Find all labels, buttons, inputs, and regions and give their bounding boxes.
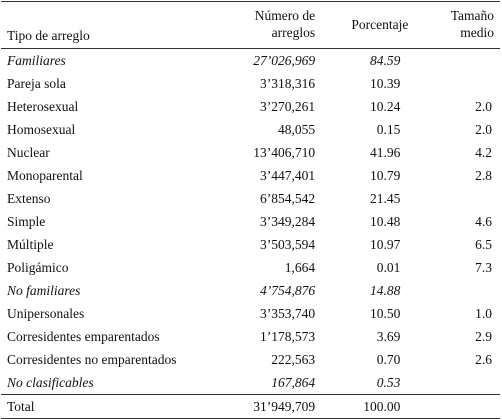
cell-tamano <box>414 279 500 302</box>
table-row: Unipersonales 3’353,740 10.50 1.0 <box>1 302 500 325</box>
header-tamano: Tamaño medio <box>414 1 500 49</box>
cell-tipo: Múltiple <box>7 237 54 252</box>
cell-tipo: Poligámico <box>7 260 69 275</box>
cell-porcentaje: 10.48 <box>370 214 401 229</box>
cell-tipo: No clasificables <box>7 375 94 390</box>
cell-tamano: 4.2 <box>475 145 492 160</box>
cell-tamano <box>414 371 500 395</box>
cell-tamano: 2.6 <box>475 352 492 367</box>
table-row: Heterosexual 3’270,261 10.24 2.0 <box>1 95 500 118</box>
cell-porcentaje: 10.24 <box>370 99 401 114</box>
header-tipo: Tipo de arreglo <box>1 1 221 49</box>
cell-porcentaje: 14.88 <box>370 283 401 298</box>
cell-tamano: 7.3 <box>475 260 492 275</box>
cell-tamano <box>414 72 500 95</box>
cell-porcentaje: 100.00 <box>321 394 415 419</box>
cell-tipo: Unipersonales <box>7 306 85 321</box>
cell-numero: 27’026,969 <box>253 53 316 68</box>
cell-numero: 3’349,284 <box>259 214 316 229</box>
header-row: Tipo de arreglo Número de arreglos Porce… <box>1 1 500 49</box>
cell-porcentaje: 21.45 <box>370 191 401 206</box>
cell-porcentaje: 10.79 <box>370 168 401 183</box>
cell-numero: 3’447,401 <box>259 168 316 183</box>
cell-numero: 13’406,710 <box>253 145 316 160</box>
cell-numero: 1,664 <box>284 260 316 275</box>
cell-tipo: Total <box>1 394 221 419</box>
table-row: Homosexual 48,055 0.15 2.0 <box>1 118 500 141</box>
table-row: Extenso 6’854,542 21.45 <box>1 187 500 210</box>
cell-tamano: 6.5 <box>475 237 492 252</box>
table-row: Corresidentes emparentados 1’178,573 3.69 2… <box>1 325 500 348</box>
table-row: Corresidentes no emparentados 222,563 0.70… <box>1 348 500 371</box>
header-porcentaje-label: Porcentaje <box>351 17 409 32</box>
table-row: Simple 3’349,284 10.48 4.6 <box>1 210 500 233</box>
cell-porcentaje: 0.70 <box>376 352 401 367</box>
cell-numero: 3’353,740 <box>259 306 316 321</box>
table-row: Familiares 27’026,969 84.59 <box>1 49 500 73</box>
cell-tipo: Pareja sola <box>7 76 66 91</box>
cell-numero: 3’270,261 <box>259 99 316 114</box>
cell-porcentaje: 3.69 <box>376 329 401 344</box>
cell-tipo: Simple <box>7 214 46 229</box>
header-porcentaje: Porcentaje <box>321 1 415 49</box>
cell-porcentaje: 0.01 <box>376 260 401 275</box>
table-row: No clasificables 167,864 0.53 <box>1 371 500 395</box>
cell-tipo: Heterosexual <box>7 99 79 114</box>
total-row: Total 31’949,709 100.00 <box>1 394 500 419</box>
table-row: Pareja sola 3’318,316 10.39 <box>1 72 500 95</box>
cell-numero: 3’503,594 <box>259 237 316 252</box>
cell-tipo: Extenso <box>7 191 51 206</box>
table-row: Nuclear 13’406,710 41.96 4.2 <box>1 141 500 164</box>
cell-numero: 48,055 <box>277 122 316 137</box>
cell-tipo: No familiares <box>7 283 81 298</box>
cell-porcentaje: 0.53 <box>376 375 401 390</box>
cell-tamano: 2.0 <box>475 99 492 114</box>
cell-tipo: Nuclear <box>7 145 50 160</box>
cell-numero: 1’178,573 <box>259 329 316 344</box>
cell-numero: 6’854,542 <box>259 191 316 206</box>
cell-numero: 222,563 <box>271 352 316 367</box>
table-row: Múltiple 3’503,594 10.97 6.5 <box>1 233 500 256</box>
table-row: Monoparental 3’447,401 10.79 2.8 <box>1 164 500 187</box>
cell-porcentaje: 10.50 <box>370 306 401 321</box>
cell-numero: 3’318,316 <box>259 76 316 91</box>
cell-numero: 31’949,709 <box>220 394 322 419</box>
header-numero-line1: Número de <box>254 8 316 23</box>
cell-tamano: 2.9 <box>475 329 492 344</box>
cell-tamano <box>414 49 500 73</box>
cell-tamano: 2.0 <box>475 122 492 137</box>
cell-porcentaje: 41.96 <box>370 145 401 160</box>
header-numero-line2: arreglos <box>271 25 316 40</box>
table-row: Poligámico 1,664 0.01 7.3 <box>1 256 500 279</box>
header-numero: Número de arreglos <box>220 1 322 49</box>
cell-tipo: Monoparental <box>7 168 83 183</box>
cell-porcentaje: 0.15 <box>376 122 401 137</box>
cell-porcentaje: 10.39 <box>370 76 401 91</box>
cell-tipo: Corresidentes emparentados <box>7 329 160 344</box>
header-tamano-line2: medio <box>460 25 494 40</box>
cell-porcentaje: 10.97 <box>370 237 401 252</box>
cell-tipo: Homosexual <box>7 122 76 137</box>
cell-tamano <box>414 394 500 419</box>
header-tipo-label: Tipo de arreglo <box>7 28 90 43</box>
cell-tamano: 4.6 <box>475 214 492 229</box>
cell-porcentaje: 84.59 <box>370 53 401 68</box>
cell-tamano <box>414 187 500 210</box>
header-tamano-line1: Tamaño <box>450 8 494 23</box>
cell-tamano: 1.0 <box>475 306 492 321</box>
cell-numero: 167,864 <box>271 375 316 390</box>
cell-tipo: Familiares <box>7 53 66 68</box>
table-body: Familiares 27’026,969 84.59 Pareja sola 3’31… <box>1 49 500 419</box>
table-row: No familiares 4’754,876 14.88 <box>1 279 500 302</box>
cell-numero: 4’754,876 <box>259 283 316 298</box>
cell-tamano: 2.8 <box>475 168 492 183</box>
cell-tipo: Corresidentes no emparentados <box>7 352 177 367</box>
